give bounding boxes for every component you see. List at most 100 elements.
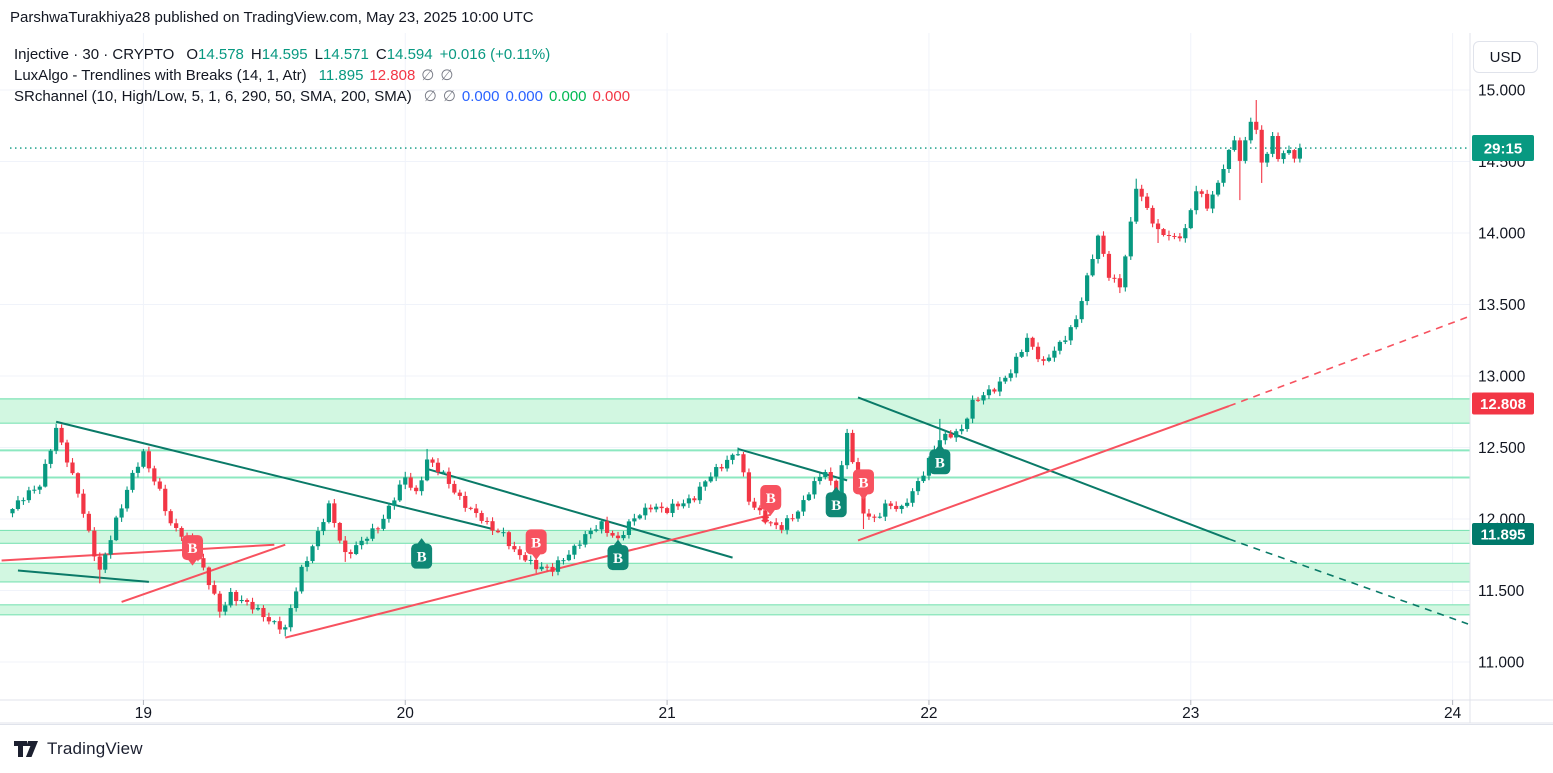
candle bbox=[359, 536, 364, 550]
candle bbox=[1161, 228, 1166, 237]
candle-body bbox=[168, 511, 173, 524]
candle-body bbox=[1112, 277, 1117, 279]
candle-body bbox=[806, 494, 812, 501]
candle bbox=[26, 486, 31, 503]
break-label-text: B bbox=[188, 541, 198, 557]
candle bbox=[1128, 217, 1133, 260]
candle bbox=[59, 424, 64, 446]
candle bbox=[1041, 356, 1046, 366]
candle-body bbox=[414, 487, 419, 492]
candle-body bbox=[1172, 235, 1177, 237]
candle bbox=[883, 499, 888, 522]
candle-body bbox=[304, 561, 310, 567]
candle-body bbox=[730, 454, 735, 460]
candle-body bbox=[741, 454, 746, 473]
break-label-text: B bbox=[613, 551, 623, 567]
break-label-box bbox=[825, 492, 847, 518]
candle bbox=[866, 508, 872, 520]
candle bbox=[1079, 297, 1084, 323]
bearish-break-label: B bbox=[760, 485, 782, 516]
candle bbox=[1019, 349, 1024, 358]
candle-body bbox=[915, 481, 921, 492]
candle bbox=[64, 439, 70, 468]
candle-body bbox=[577, 544, 582, 546]
candle-body bbox=[561, 560, 566, 562]
candle bbox=[1275, 132, 1281, 162]
candle-body bbox=[506, 532, 512, 547]
candle bbox=[512, 541, 517, 553]
price-axis[interactable]: 15.00014.50014.00013.50013.00012.50012.0… bbox=[1478, 83, 1526, 672]
candle bbox=[746, 468, 752, 506]
candle-body bbox=[1057, 341, 1062, 351]
open-value: 14.578 bbox=[198, 46, 244, 63]
trendline-red bbox=[857, 405, 1230, 542]
tradingview-brand-text[interactable]: TradingView bbox=[47, 739, 143, 758]
currency-button[interactable]: USD bbox=[1473, 41, 1538, 73]
candle-body bbox=[1068, 327, 1073, 341]
candle-body bbox=[654, 506, 659, 510]
bullish-break-label: B bbox=[607, 539, 629, 571]
candle bbox=[1090, 254, 1095, 277]
time-tick-label: 20 bbox=[397, 705, 415, 722]
candle-body bbox=[474, 508, 479, 514]
candle bbox=[315, 526, 321, 550]
lower-trendline-price-label-box bbox=[1472, 523, 1534, 546]
candle-body bbox=[457, 492, 462, 496]
candle-body bbox=[381, 518, 386, 529]
sr-band bbox=[0, 398, 1470, 424]
candle bbox=[255, 604, 261, 611]
candle-body bbox=[239, 599, 244, 602]
luxalgo-title[interactable]: LuxAlgo - Trendlines with Breaks (14, 1,… bbox=[14, 67, 307, 84]
price-tick-label: 11.500 bbox=[1478, 583, 1525, 600]
candle-body bbox=[883, 503, 888, 517]
candle bbox=[1150, 205, 1155, 228]
candle-body bbox=[523, 555, 528, 561]
candle-body bbox=[725, 459, 730, 469]
candle-body bbox=[386, 505, 391, 519]
candle-body bbox=[594, 529, 599, 531]
candle-body bbox=[1008, 373, 1013, 378]
candle bbox=[714, 463, 719, 482]
candle-body bbox=[32, 489, 37, 491]
candle-body bbox=[965, 418, 970, 429]
candle bbox=[424, 448, 430, 482]
candle bbox=[1145, 192, 1150, 210]
candle-body bbox=[670, 503, 675, 513]
candle-body bbox=[81, 493, 86, 514]
trendline-red bbox=[285, 513, 771, 639]
close-label: C bbox=[375, 46, 387, 63]
candle-body bbox=[392, 500, 397, 506]
candle-body bbox=[452, 483, 457, 493]
candle-body bbox=[1046, 357, 1052, 361]
upper-trendline-price-label: 12.808 bbox=[1472, 392, 1534, 415]
candle bbox=[637, 513, 642, 520]
candle-body bbox=[1030, 337, 1035, 347]
candle-body bbox=[255, 607, 261, 610]
candle bbox=[675, 501, 681, 510]
candle bbox=[1117, 274, 1122, 294]
candle-body bbox=[10, 508, 15, 514]
candle bbox=[414, 485, 419, 495]
candle bbox=[179, 526, 184, 541]
candle-body bbox=[774, 522, 779, 526]
break-label-pointer bbox=[766, 509, 776, 516]
tradingview-logo-icon[interactable] bbox=[13, 740, 40, 758]
candle-body bbox=[588, 530, 593, 535]
candle-body bbox=[337, 523, 342, 541]
candle bbox=[10, 508, 15, 518]
candle bbox=[392, 497, 397, 510]
candle bbox=[283, 624, 288, 637]
price-axis-labels: 29:15 12.808 11.895 bbox=[1472, 135, 1534, 546]
time-axis[interactable]: 19 20 21 22 23 24 bbox=[135, 700, 1462, 722]
symbol-title[interactable]: Injective · 30 · CRYPTO bbox=[14, 46, 175, 63]
candle bbox=[1172, 233, 1177, 240]
candle bbox=[261, 605, 266, 622]
candle-body bbox=[174, 523, 179, 529]
srchannel-title[interactable]: SRchannel (10, High/Low, 5, 1, 6, 290, 5… bbox=[14, 88, 412, 105]
candle bbox=[1183, 223, 1188, 243]
candle-body bbox=[326, 503, 331, 523]
candle-body bbox=[1205, 193, 1210, 209]
bullish-break-label: B bbox=[825, 486, 847, 518]
candle-body bbox=[1161, 229, 1166, 235]
